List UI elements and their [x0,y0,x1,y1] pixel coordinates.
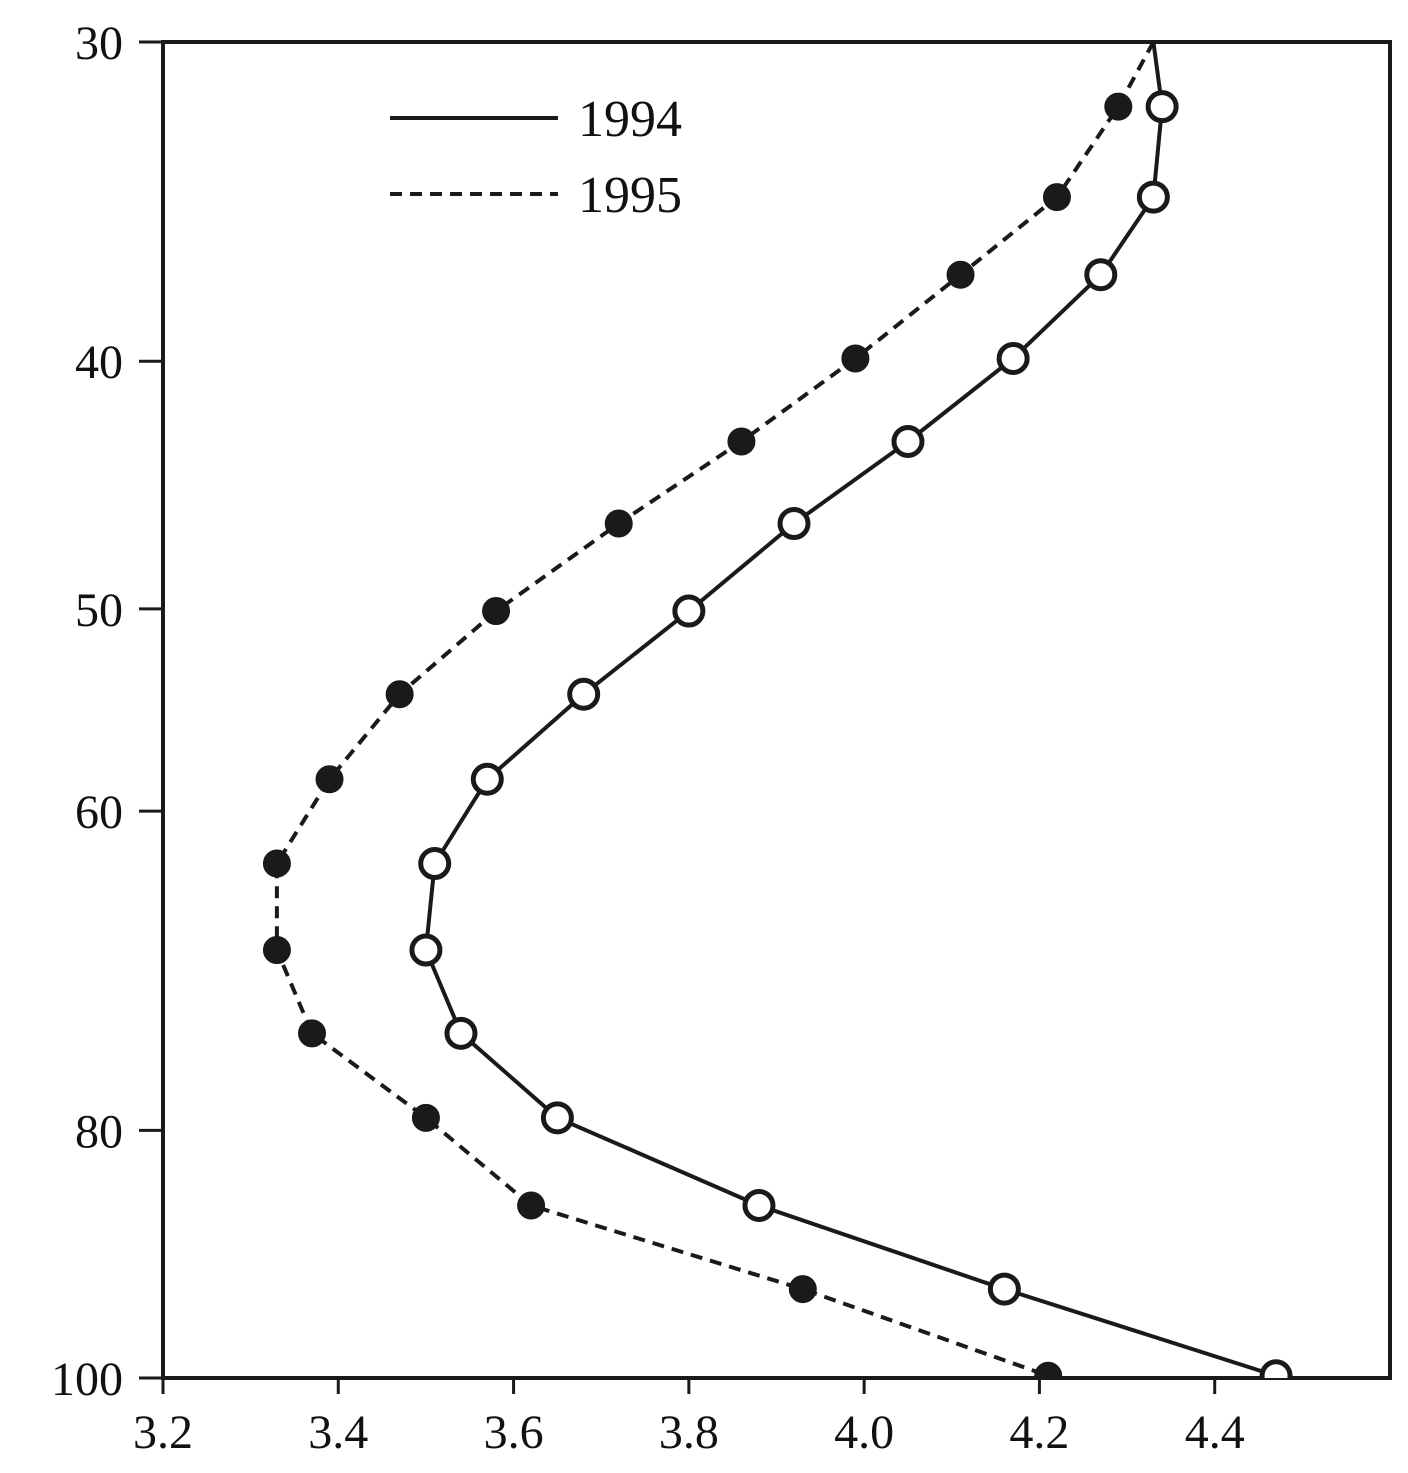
data-point-filled [262,849,291,878]
data-point-open [470,762,504,796]
data-point-open [1145,90,1179,124]
legend: 1994 1995 [390,91,682,224]
x-tick-label: 3.4 [308,1406,368,1459]
x-tick-label: 3.8 [659,1406,719,1459]
data-point-open [444,1016,478,1050]
x-tick-label: 4.2 [1009,1406,1069,1459]
data-point-open [567,677,601,711]
y-tick-label: 50 [75,584,123,637]
x-tick-label: 4.0 [834,1406,894,1459]
data-point-open [777,507,811,541]
y-tick-label: 100 [51,1353,123,1406]
data-point-filled [411,1103,440,1132]
data-point-open [891,424,925,458]
y-tick-label: 40 [75,336,123,389]
data-point-filled [727,427,756,456]
data-point-filled [1034,1361,1063,1378]
y-tick-label: 60 [75,786,123,839]
x-tick-label: 3.2 [133,1406,193,1459]
data-point-filled [946,260,975,289]
data-point-open [672,594,706,628]
data-point-filled [262,936,291,965]
plot-frame [161,40,1392,1380]
data-point-open [540,1101,574,1135]
data-point-filled [482,597,511,626]
x-tick-label: 3.6 [484,1406,544,1459]
data-point-open [1136,180,1170,214]
data-point-open [1259,1359,1293,1378]
data-point-open [409,933,443,967]
data-point-filled [385,680,414,709]
series-line [423,42,1277,1378]
y-tick-label: 30 [75,17,123,70]
data-point-filled [604,509,633,538]
data-point-filled [1104,92,1133,121]
x-tick-label: 4.4 [1185,1406,1245,1459]
data-point-filled [788,1275,817,1304]
data-point-filled [841,344,870,373]
x-axis: 3.2 3.4 3.6 3.8 4.0 4.2 4.4 [133,1378,1245,1459]
data-point-filled [297,1019,326,1048]
plot-border [161,40,1392,1380]
data-point-filled [1042,183,1071,212]
data-point-open [987,1272,1021,1306]
data-point-filled [315,765,344,794]
series-line [274,42,1156,1378]
data-point-open [996,341,1030,375]
series-layer [262,42,1293,1378]
y-axis: 30 40 50 60 80 100 [51,17,163,1406]
legend-label-1994: 1994 [578,91,682,148]
data-point-open [742,1188,776,1222]
legend-label-1995: 1995 [578,167,682,224]
series-1995 [262,42,1156,1378]
data-point-filled [517,1191,546,1220]
data-point-open [1084,258,1118,292]
data-point-open [418,847,452,881]
y-tick-label: 80 [75,1105,123,1158]
series-1994 [409,42,1293,1378]
